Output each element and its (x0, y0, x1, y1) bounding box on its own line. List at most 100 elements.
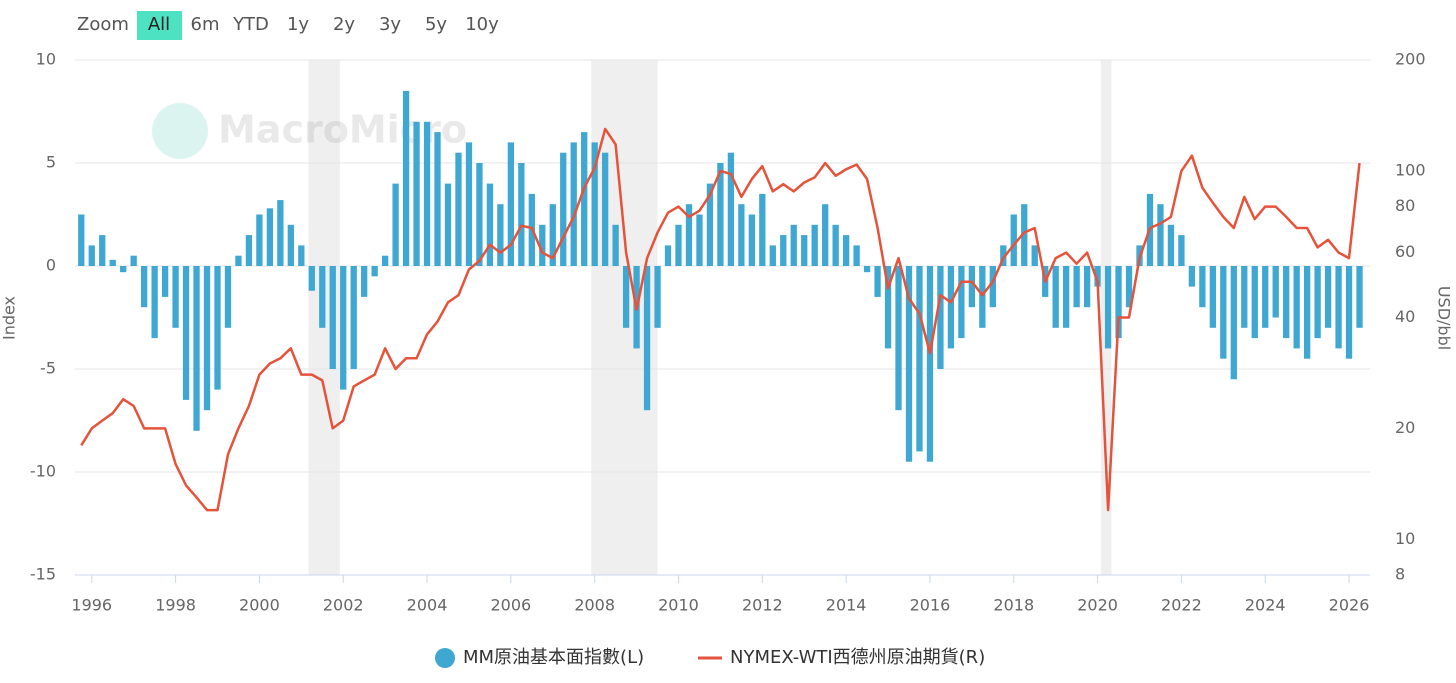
x-tick-label: 2008 (574, 596, 615, 615)
y2-tick-label: 20 (1395, 418, 1415, 437)
bar (822, 204, 829, 266)
bar (989, 266, 996, 308)
bar (1272, 266, 1279, 318)
bar (643, 266, 651, 411)
bar (455, 152, 462, 266)
bar (120, 266, 127, 273)
bar (434, 132, 441, 266)
bar (654, 266, 661, 328)
range-label: Zoom (77, 14, 129, 35)
range-button[interactable]: 6m (191, 14, 220, 35)
bar (1293, 266, 1300, 349)
bar (99, 235, 106, 266)
x-tick-label: 2016 (910, 596, 951, 615)
y-tick-label: 10 (36, 50, 56, 69)
bar (88, 245, 95, 266)
range-button[interactable]: 5y (425, 14, 447, 35)
bar (141, 266, 148, 308)
bar (1324, 266, 1332, 328)
bar (392, 183, 399, 266)
bar (685, 204, 693, 266)
bar (340, 266, 347, 390)
legend-label[interactable]: MM原油基本面指數(L) (463, 647, 644, 668)
y2-tick-label: 40 (1395, 307, 1415, 326)
range-button[interactable]: 1y (287, 14, 309, 35)
bar (497, 204, 504, 266)
watermark: MacroMicro (152, 103, 467, 159)
bar (853, 245, 860, 266)
bar (1167, 224, 1175, 266)
range-button[interactable]: 10y (465, 14, 499, 35)
bar (560, 152, 567, 266)
bar (769, 245, 776, 266)
bar (539, 224, 546, 266)
bar (1356, 266, 1363, 328)
bar (1115, 266, 1122, 339)
bar (319, 266, 326, 328)
bar (1083, 266, 1091, 308)
bar (581, 132, 588, 266)
legend-label[interactable]: NYMEX-WTI西德州原油期貨(R) (730, 647, 985, 668)
bar (507, 142, 515, 266)
bar (1283, 266, 1290, 339)
bar (675, 224, 682, 266)
bar (350, 266, 357, 369)
bar (1345, 266, 1353, 359)
bar (1262, 266, 1269, 328)
bar (413, 121, 420, 266)
bar (193, 266, 200, 431)
bar (1230, 266, 1237, 380)
bar (937, 266, 944, 369)
y2-tick-label: 80 (1395, 196, 1415, 215)
line (80, 127, 1361, 512)
y2-tick-label: 200 (1395, 50, 1426, 69)
range-button[interactable]: YTD (232, 14, 269, 35)
bar (151, 266, 158, 339)
y-tick-label: 5 (46, 153, 56, 172)
bar (203, 266, 211, 411)
bar (161, 266, 169, 297)
bar (361, 266, 368, 297)
x-tick-label: 2004 (407, 596, 448, 615)
bar (612, 224, 619, 266)
bar (1314, 266, 1321, 339)
y-tick-label: -15 (30, 565, 56, 584)
bar (235, 255, 242, 266)
bar-series (78, 90, 1363, 462)
range-selector: Zoom All 6m YTD 1y 2y 3y 5y 10y (77, 11, 499, 40)
x-tick-label: 2020 (1077, 596, 1118, 615)
bar (570, 142, 577, 266)
bar (371, 266, 378, 277)
bar (423, 121, 431, 266)
legend-symbol (435, 648, 455, 668)
bar (1335, 266, 1342, 349)
bar (1073, 266, 1080, 308)
bar (1000, 245, 1007, 266)
range-button[interactable]: 3y (379, 14, 401, 35)
bar (790, 224, 797, 266)
bar (842, 235, 850, 266)
bar (916, 266, 923, 452)
bar (874, 266, 881, 297)
y-tick-label: 0 (46, 256, 56, 275)
bar (905, 266, 913, 462)
bar (968, 266, 976, 308)
y2-tick-label: 10 (1395, 529, 1415, 548)
bar (780, 235, 787, 266)
bar (727, 152, 735, 266)
bar (1178, 235, 1185, 266)
bar (958, 266, 965, 339)
bar (308, 266, 315, 291)
range-button[interactable]: All (148, 14, 170, 35)
bar (298, 245, 305, 266)
bar (549, 204, 556, 266)
bar (1031, 245, 1038, 266)
bar (1010, 214, 1017, 266)
bar (172, 266, 179, 328)
range-button[interactable]: 2y (333, 14, 355, 35)
bar (381, 255, 389, 266)
y-tick-label: -10 (30, 462, 56, 481)
bar (224, 266, 232, 328)
